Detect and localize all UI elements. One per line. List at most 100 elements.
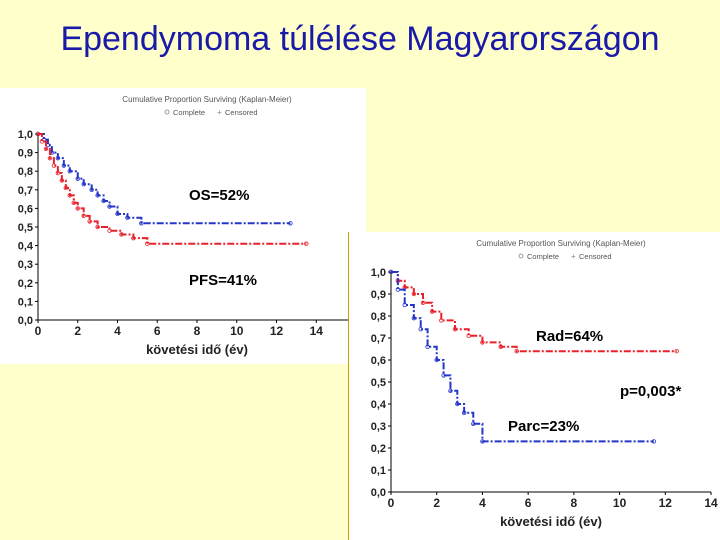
chart-title: Cumulative Proportion Surviving (Kaplan-… — [122, 95, 292, 104]
y-tick-label: 0,6 — [18, 203, 33, 215]
pfs-annotation: PFS=41% — [186, 272, 260, 289]
legend-label-censored: Censored — [579, 252, 612, 261]
km-curve-series-1 — [391, 271, 677, 353]
rad-parc-chart-panel: Cumulative Proportion Surviving (Kaplan-… — [348, 232, 720, 540]
x-tick-label: 14 — [310, 324, 324, 338]
km-point-series-2 — [402, 302, 407, 308]
km-point-series-1 — [89, 187, 94, 192]
x-tick-label: 2 — [433, 496, 440, 510]
km-point-series-2 — [67, 193, 72, 198]
y-tick-label: 0,4 — [18, 241, 34, 253]
km-point-series-2 — [480, 439, 485, 444]
km-point-series-2 — [39, 139, 45, 144]
km-point-series-1 — [452, 326, 458, 332]
km-point-series-2 — [448, 388, 453, 393]
y-tick-label: 0,7 — [18, 185, 33, 197]
legend-marker-censored: + — [571, 252, 576, 261]
x-tick-label: 4 — [479, 496, 486, 510]
legend-marker-complete — [164, 109, 170, 115]
km-point-series-1 — [288, 221, 293, 226]
km-curve-series-1 — [38, 133, 291, 225]
km-point-series-2 — [395, 287, 401, 292]
km-point-series-1 — [81, 182, 86, 187]
km-point-series-1 — [429, 309, 435, 314]
km-point-series-1 — [107, 204, 112, 209]
legend-label-complete: Complete — [173, 108, 205, 117]
km-point-series-2 — [304, 241, 309, 246]
x-axis-label: követési idő (év) — [500, 514, 602, 529]
y-tick-label: 0,5 — [18, 222, 33, 234]
x-tick-label: 2 — [74, 324, 81, 338]
km-point-series-2 — [471, 421, 476, 426]
y-tick-label: 0,8 — [371, 311, 386, 323]
y-tick-label: 0,3 — [371, 421, 386, 433]
km-point-series-2 — [131, 235, 136, 241]
parc-annotation: Parc=23% — [508, 418, 580, 435]
km-point-series-2 — [107, 228, 112, 233]
y-tick-label: 0,0 — [371, 487, 386, 499]
legend-label-censored: Censored — [225, 108, 258, 117]
y-tick-label: 0,7 — [371, 333, 386, 345]
y-tick-label: 0,6 — [371, 355, 386, 367]
km-point-series-2 — [425, 344, 430, 349]
km-curve-series-2 — [391, 271, 654, 443]
rad-parc-chart: Cumulative Proportion Surviving (Kaplan-… — [371, 239, 718, 529]
os-pfs-chart: Cumulative Proportion Surviving (Kaplan-… — [18, 95, 363, 357]
km-point-series-2 — [434, 357, 439, 363]
km-point-series-2 — [55, 170, 61, 176]
x-axis-label: követési idő (év) — [146, 342, 248, 357]
km-point-series-2 — [63, 185, 69, 191]
km-point-series-2 — [35, 131, 41, 137]
km-point-series-1 — [411, 291, 417, 297]
x-tick-label: 0 — [35, 324, 42, 338]
x-tick-label: 0 — [388, 496, 395, 510]
chart-title: Cumulative Proportion Surviving (Kaplan-… — [476, 239, 646, 248]
km-curve-series-2 — [38, 133, 307, 245]
km-point-series-1 — [420, 300, 426, 305]
km-point-series-1 — [75, 176, 80, 181]
x-tick-label: 4 — [114, 324, 121, 338]
km-point-series-2 — [455, 401, 460, 407]
km-point-series-1 — [674, 348, 679, 354]
y-tick-label: 0,1 — [18, 296, 33, 308]
km-point-series-2 — [388, 269, 394, 275]
legend-marker-censored: + — [217, 108, 222, 117]
km-point-series-1 — [514, 348, 519, 354]
y-tick-label: 0,8 — [18, 166, 33, 178]
km-point-series-2 — [461, 410, 467, 415]
y-tick-label: 0,9 — [371, 289, 386, 301]
km-point-series-2 — [59, 178, 65, 183]
x-tick-label: 8 — [571, 496, 578, 510]
x-tick-label: 12 — [270, 324, 284, 338]
x-tick-label: 10 — [613, 496, 627, 510]
x-tick-label: 6 — [154, 324, 161, 338]
x-tick-label: 14 — [704, 496, 718, 510]
legend-label-complete: Complete — [527, 252, 559, 261]
km-point-series-2 — [81, 213, 86, 219]
y-tick-label: 0,5 — [371, 377, 386, 389]
km-point-series-2 — [651, 439, 657, 444]
km-point-series-1 — [67, 168, 72, 174]
km-point-series-1 — [55, 155, 61, 161]
x-tick-label: 10 — [230, 324, 244, 338]
y-tick-label: 0,4 — [371, 399, 387, 411]
y-tick-label: 1,0 — [371, 267, 386, 279]
y-tick-label: 1,0 — [18, 129, 33, 141]
km-point-series-2 — [75, 206, 80, 211]
x-tick-label: 12 — [659, 496, 673, 510]
km-point-series-1 — [101, 198, 106, 204]
km-point-series-2 — [441, 373, 446, 378]
km-point-series-2 — [51, 163, 57, 168]
y-tick-label: 0,0 — [18, 315, 33, 327]
km-point-series-2 — [119, 232, 124, 237]
y-tick-label: 0,2 — [18, 278, 33, 290]
km-point-series-1 — [466, 333, 471, 338]
km-point-series-1 — [498, 344, 503, 349]
x-tick-label: 8 — [194, 324, 201, 338]
km-point-series-2 — [71, 200, 76, 206]
km-point-series-2 — [418, 326, 423, 332]
y-tick-label: 0,1 — [371, 465, 386, 477]
p-value-annotation: p=0,003* — [620, 383, 682, 400]
km-point-series-1 — [480, 340, 485, 345]
y-tick-label: 0,3 — [18, 259, 33, 271]
